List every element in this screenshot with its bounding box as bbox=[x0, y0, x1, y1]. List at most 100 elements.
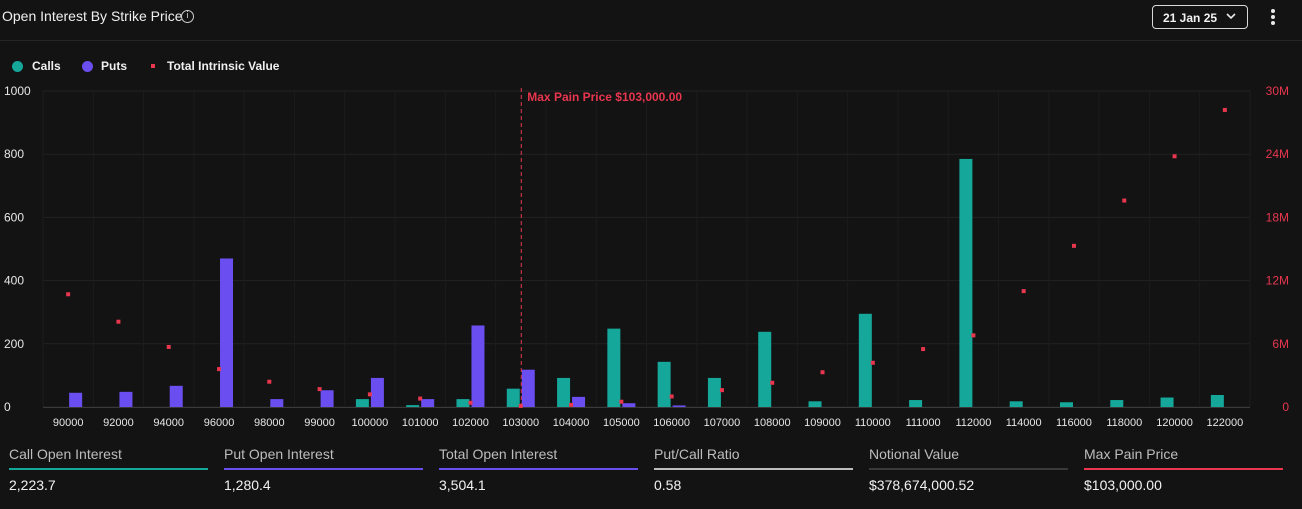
page-title: Open Interest By Strike Price bbox=[2, 8, 183, 24]
stat-underline bbox=[224, 468, 423, 470]
x-tick-label: 105000 bbox=[603, 417, 640, 429]
x-tick-label: 112000 bbox=[955, 417, 991, 429]
stat-underline bbox=[869, 468, 1068, 470]
stat-underline bbox=[1084, 468, 1283, 470]
point-total-intrinsic-value bbox=[1122, 198, 1127, 203]
x-tick-label: 104000 bbox=[553, 417, 590, 429]
x-tick-label: 98000 bbox=[254, 417, 285, 429]
point-total-intrinsic-value bbox=[367, 392, 372, 397]
stat-label: Total Open Interest bbox=[439, 446, 558, 462]
point-total-intrinsic-value bbox=[317, 387, 322, 392]
point-total-intrinsic-value bbox=[468, 400, 473, 405]
stat-underline bbox=[439, 468, 638, 470]
legend-label: Puts bbox=[101, 59, 128, 73]
y-right-tick-label: 0 bbox=[1282, 400, 1289, 414]
max-pain-label: Max Pain Price $103,000.00 bbox=[527, 90, 682, 104]
bar-calls bbox=[959, 158, 973, 407]
x-tick-label: 92000 bbox=[103, 417, 134, 429]
stat-value: 2,223.7 bbox=[9, 477, 56, 493]
bar-puts bbox=[521, 369, 535, 407]
x-tick-label: 110000 bbox=[855, 417, 891, 429]
x-tick-label: 120000 bbox=[1156, 417, 1193, 429]
stat-underline bbox=[654, 468, 853, 470]
bar-puts bbox=[370, 377, 384, 407]
y-left-tick-label: 200 bbox=[4, 337, 24, 351]
legend-label: Calls bbox=[32, 59, 61, 73]
point-total-intrinsic-value bbox=[619, 399, 624, 404]
point-total-intrinsic-value bbox=[1172, 154, 1177, 159]
x-tick-label: 106000 bbox=[653, 417, 690, 429]
open-interest-chart: 0 200 400 600 800 1000 0 6M 12M 18M 24M 30M 90000 920… bbox=[4, 84, 1289, 429]
bar-puts bbox=[169, 385, 183, 407]
bar-puts bbox=[572, 396, 586, 407]
date-select[interactable]: 21 Jan 25 bbox=[1152, 5, 1248, 29]
point-total-intrinsic-value bbox=[820, 370, 825, 375]
point-total-intrinsic-value bbox=[921, 347, 926, 352]
x-tick-label: 111000 bbox=[906, 417, 941, 429]
x-tick-label: 99000 bbox=[304, 417, 335, 429]
bar-puts bbox=[622, 403, 636, 407]
stat-value: $103,000.00 bbox=[1084, 477, 1162, 493]
bar-calls bbox=[1210, 394, 1224, 407]
point-total-intrinsic-value bbox=[166, 344, 171, 349]
summary-stats: Call Open Interest 2,223.7 Put Open Inte… bbox=[0, 440, 1302, 509]
bar-calls bbox=[1059, 402, 1073, 407]
point-total-intrinsic-value bbox=[66, 292, 71, 297]
bar-calls bbox=[657, 361, 671, 407]
bar-calls bbox=[456, 399, 470, 407]
point-total-intrinsic-value bbox=[267, 379, 272, 384]
x-tick-label: 116000 bbox=[1056, 417, 1092, 429]
x-tick-label: 109000 bbox=[804, 417, 841, 429]
bar-calls bbox=[557, 377, 571, 407]
bar-calls bbox=[506, 388, 520, 407]
bar-calls bbox=[707, 377, 721, 407]
bar-puts bbox=[471, 325, 485, 407]
y-right-tick-label: 24M bbox=[1266, 147, 1289, 161]
y-right-tick-label: 30M bbox=[1266, 84, 1289, 98]
stat-underline bbox=[9, 468, 208, 470]
stat-value: 3,504.1 bbox=[439, 477, 486, 493]
x-tick-label: 118000 bbox=[1106, 417, 1142, 429]
stat-label: Put/Call Ratio bbox=[654, 446, 740, 462]
point-total-intrinsic-value bbox=[569, 402, 574, 407]
bar-calls bbox=[1009, 401, 1023, 407]
point-total-intrinsic-value bbox=[1071, 243, 1076, 248]
chevron-down-icon bbox=[1226, 13, 1236, 20]
stat-label: Max Pain Price bbox=[1084, 446, 1179, 462]
bar-calls bbox=[1160, 397, 1174, 407]
x-tick-label: 90000 bbox=[53, 417, 84, 429]
y-right-tick-label: 6M bbox=[1272, 337, 1289, 351]
stat-value: $378,674,000.52 bbox=[869, 477, 975, 493]
legend-marker bbox=[12, 61, 23, 72]
legend-label: Total Intrinsic Value bbox=[167, 59, 280, 73]
x-tick-label: 107000 bbox=[704, 417, 741, 429]
stat-label: Put Open Interest bbox=[224, 446, 334, 462]
point-total-intrinsic-value bbox=[669, 394, 674, 399]
x-tick-label: 101000 bbox=[402, 417, 439, 429]
bar-calls bbox=[808, 401, 822, 407]
legend-marker bbox=[151, 64, 155, 68]
point-total-intrinsic-value bbox=[518, 403, 523, 408]
point-total-intrinsic-value bbox=[870, 360, 875, 365]
y-left-tick-label: 1000 bbox=[4, 84, 31, 98]
x-tick-label: 114000 bbox=[1006, 417, 1042, 429]
y-left-tick-label: 0 bbox=[4, 400, 11, 414]
x-tick-label: 94000 bbox=[153, 417, 184, 429]
bar-calls bbox=[607, 328, 621, 407]
info-icon[interactable]: i bbox=[181, 10, 194, 23]
bar-calls bbox=[406, 405, 420, 407]
x-tick-label: 96000 bbox=[204, 417, 235, 429]
bar-puts bbox=[270, 399, 284, 407]
point-total-intrinsic-value bbox=[1222, 107, 1227, 112]
x-tick-label: 100000 bbox=[352, 417, 389, 429]
date-select-label: 21 Jan 25 bbox=[1163, 11, 1218, 25]
x-tick-label: 103000 bbox=[502, 417, 539, 429]
bar-puts bbox=[672, 405, 686, 407]
x-tick-label: 122000 bbox=[1206, 417, 1243, 429]
stat-label: Call Open Interest bbox=[9, 446, 122, 462]
more-vertical-icon[interactable] bbox=[1268, 8, 1278, 28]
bar-puts bbox=[119, 391, 133, 407]
y-left-tick-label: 400 bbox=[4, 274, 24, 288]
stat-label: Notional Value bbox=[869, 446, 960, 462]
point-total-intrinsic-value bbox=[770, 380, 775, 385]
